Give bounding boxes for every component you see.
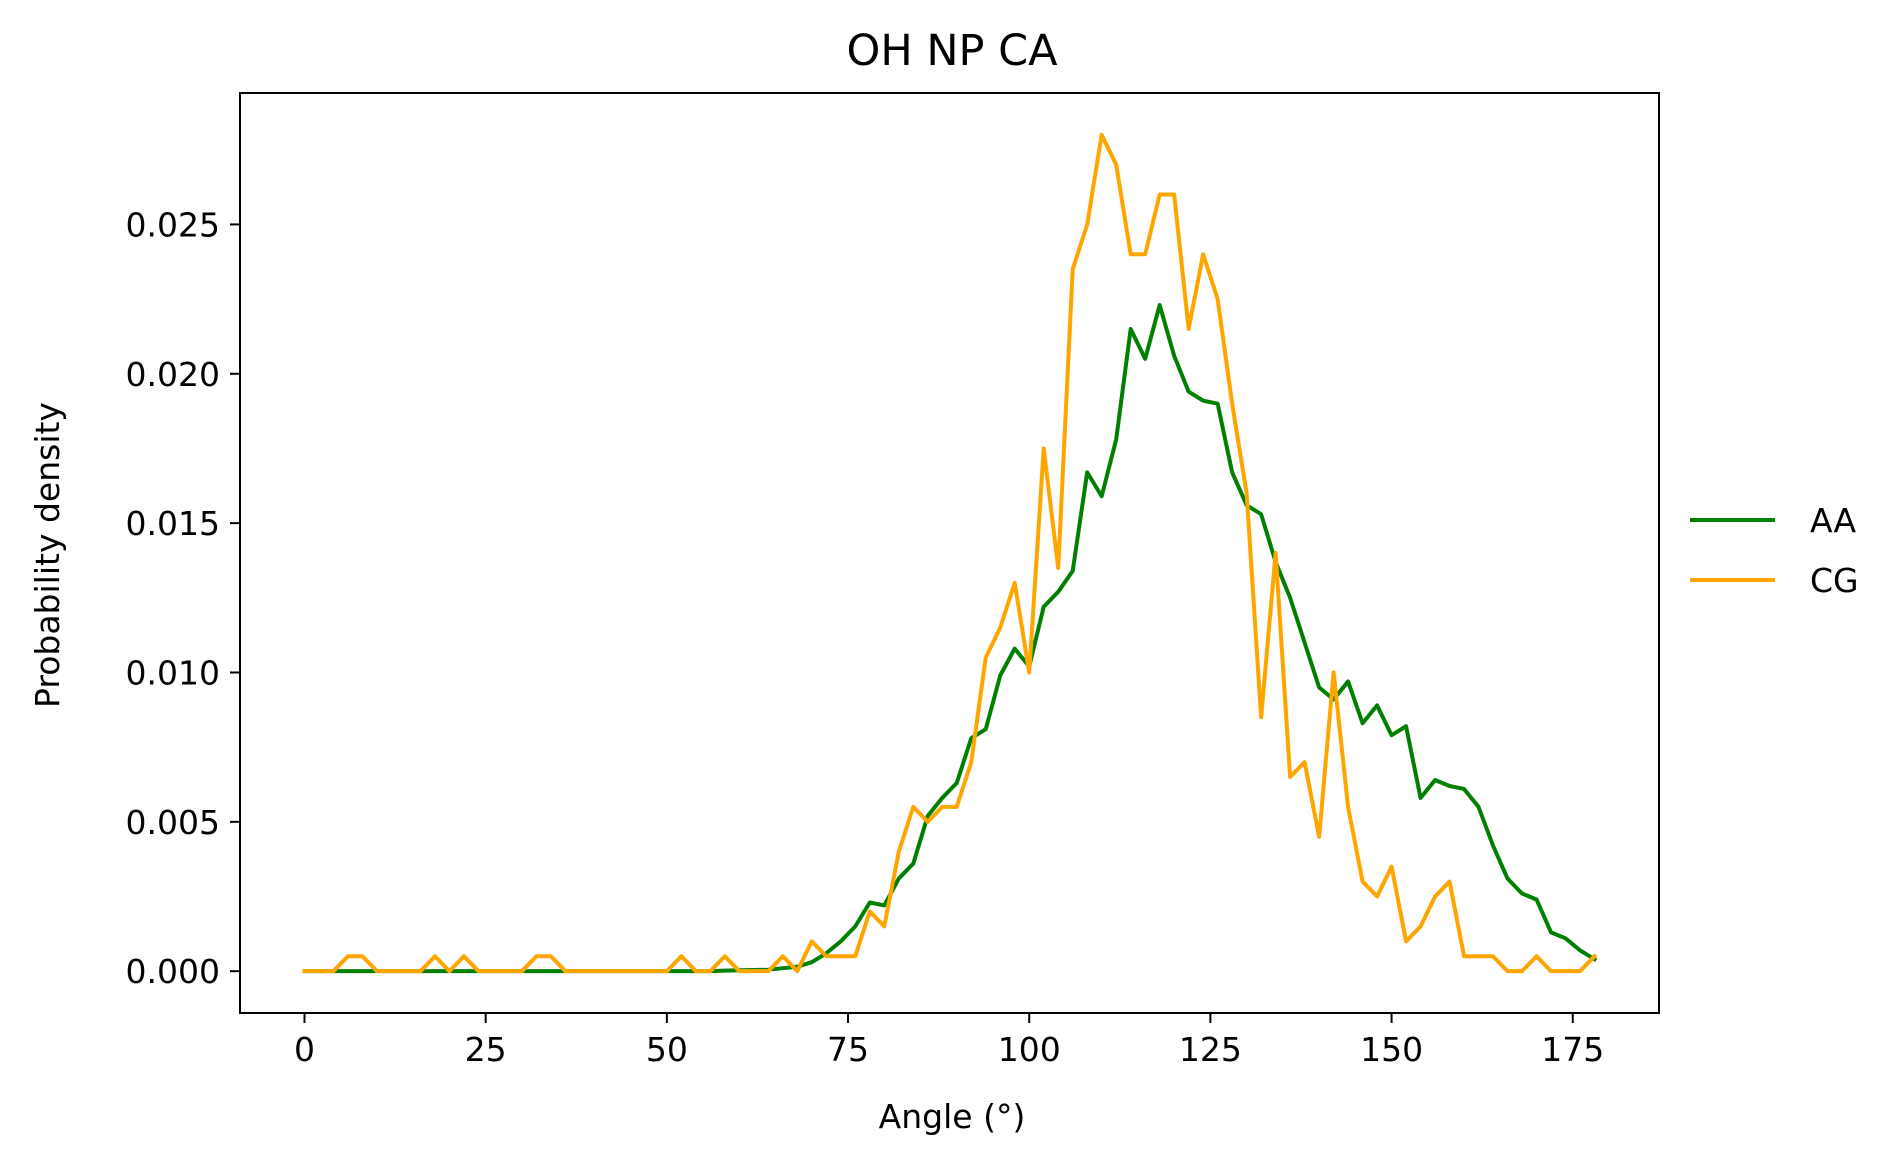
y-tick-label: 0.015: [126, 504, 220, 543]
x-tick-label: 175: [1541, 1030, 1604, 1069]
y-tick-label: 0.000: [126, 952, 220, 991]
x-tick-label: 150: [1360, 1030, 1423, 1069]
x-tick-label: 0: [294, 1030, 315, 1069]
series-line-cg: [302, 132, 1598, 974]
y-axis: 0.000 0.005 0.010 0.015 0.020 0.025: [126, 205, 240, 991]
plot-frame: [239, 92, 1660, 1014]
y-tick-label: 0.025: [126, 205, 220, 244]
x-tick-label: 125: [1179, 1030, 1242, 1069]
x-axis: 0 25 50 75 100 125 150 175: [294, 1013, 1604, 1069]
x-tick-label: 100: [998, 1030, 1061, 1069]
legend: AA CG: [1690, 501, 1859, 600]
x-tick-label: 50: [646, 1030, 688, 1069]
y-tick-label: 0.020: [126, 355, 220, 394]
plot-area: [239, 92, 1660, 1014]
y-tick-label: 0.005: [126, 803, 220, 842]
x-tick-label: 25: [465, 1030, 507, 1069]
y-axis-label: Probability density: [28, 402, 67, 708]
x-tick-label: 75: [827, 1030, 869, 1069]
legend-label-cg: CG: [1810, 561, 1859, 600]
x-axis-label: Angle (°): [879, 1097, 1026, 1136]
y-tick-label: 0.010: [126, 653, 220, 692]
legend-label-aa: AA: [1810, 501, 1856, 540]
chart-title: OH NP CA: [846, 26, 1058, 76]
